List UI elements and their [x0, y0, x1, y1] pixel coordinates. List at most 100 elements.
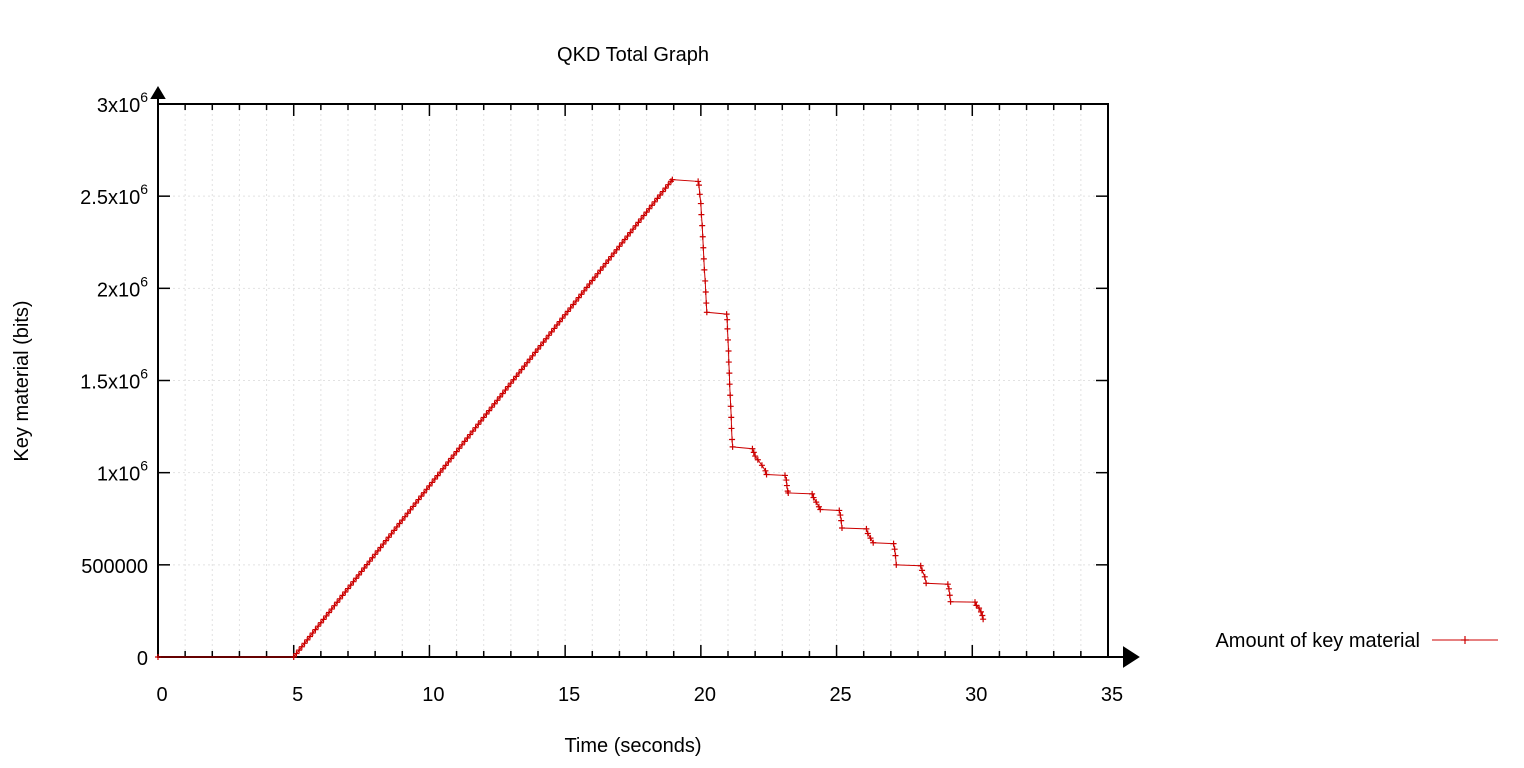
data-point [293, 650, 300, 657]
data-point [366, 558, 373, 565]
data-point [545, 332, 552, 339]
data-point [627, 229, 634, 236]
data-point [567, 304, 574, 311]
data-point [944, 581, 951, 588]
data-point [331, 602, 338, 609]
y-tick-labels: 0 500000 1x106 1.5x106 2x106 2.5x106 3x106 [80, 89, 148, 670]
data-point [635, 219, 642, 226]
data-point [554, 322, 560, 329]
data-point [810, 494, 817, 501]
data-point [377, 544, 384, 551]
data-point [662, 185, 669, 192]
data-point [726, 381, 733, 388]
data-point [412, 499, 419, 506]
data-point [423, 486, 430, 493]
x-tick-label: 35 [1101, 684, 1123, 706]
data-point [646, 205, 653, 212]
data-point [429, 479, 436, 486]
y-axis-arrow [150, 86, 166, 104]
data-point [613, 246, 620, 253]
y-tick-label: 500000 [81, 556, 148, 578]
data-point [654, 195, 661, 202]
data-point [461, 438, 468, 445]
data-point [393, 523, 400, 530]
x-tick-label: 20 [694, 684, 716, 706]
data-point [450, 452, 457, 459]
data-point [727, 403, 734, 410]
y-tick-label: 1.5x106 [80, 366, 148, 394]
data-point [870, 539, 877, 546]
series-layer [155, 176, 987, 660]
data-point [350, 578, 357, 585]
data-point [421, 489, 427, 496]
data-point [621, 236, 628, 243]
data-point [518, 366, 525, 373]
data-point [298, 643, 305, 650]
data-point [729, 443, 736, 450]
data-point [619, 239, 626, 246]
data-point [763, 471, 770, 478]
data-point [426, 482, 433, 489]
data-point [475, 421, 482, 428]
data-point [611, 250, 617, 257]
data-point [727, 392, 734, 399]
data-point [864, 530, 871, 537]
y-tick-label: 2.5x106 [80, 181, 148, 209]
data-point [431, 476, 438, 483]
data-point [783, 477, 790, 484]
data-point [917, 562, 924, 569]
data-point [507, 380, 514, 387]
data-point [605, 257, 612, 264]
data-point [296, 647, 303, 654]
data-point [399, 517, 406, 524]
data-point [972, 599, 978, 606]
data-point [947, 598, 954, 605]
data-point [643, 209, 650, 216]
y-tick-label: 2x106 [97, 273, 148, 301]
data-point [315, 623, 322, 630]
data-point [624, 233, 631, 240]
data-point [838, 517, 845, 524]
data-point [494, 397, 501, 404]
data-point [890, 540, 897, 547]
data-point [562, 311, 569, 318]
data-point [863, 525, 870, 532]
data-point [701, 266, 708, 273]
data-point [752, 453, 759, 460]
grid [158, 104, 1108, 657]
data-point [328, 606, 335, 613]
data-point [638, 215, 645, 222]
data-point [699, 233, 706, 240]
data-point [640, 212, 647, 219]
data-point [575, 294, 582, 301]
data-point [317, 619, 324, 626]
legend-marker-sample [1461, 636, 1469, 644]
data-point [336, 595, 343, 602]
data-point [361, 565, 368, 572]
x-tick-label: 25 [829, 684, 851, 706]
data-point [307, 633, 313, 640]
data-point [750, 449, 757, 456]
data-point [524, 359, 531, 366]
data-point [529, 352, 536, 359]
data-point [696, 191, 703, 198]
data-point [385, 534, 392, 541]
data-point [698, 211, 705, 218]
data-point [702, 277, 709, 284]
y-axis-label: Key material (bits) [11, 300, 33, 461]
data-point [407, 506, 414, 513]
data-point [410, 503, 417, 510]
data-point [977, 608, 984, 615]
data-point [700, 255, 707, 262]
data-point [532, 349, 539, 356]
data-point [728, 425, 735, 432]
data-point [570, 301, 577, 308]
data-point [323, 612, 330, 619]
data-point [540, 339, 547, 346]
data-point [724, 325, 731, 332]
data-point [355, 571, 362, 578]
data-point [817, 506, 824, 513]
x-tick-label: 15 [558, 684, 580, 706]
legend-label: Amount of key material [1215, 630, 1420, 652]
